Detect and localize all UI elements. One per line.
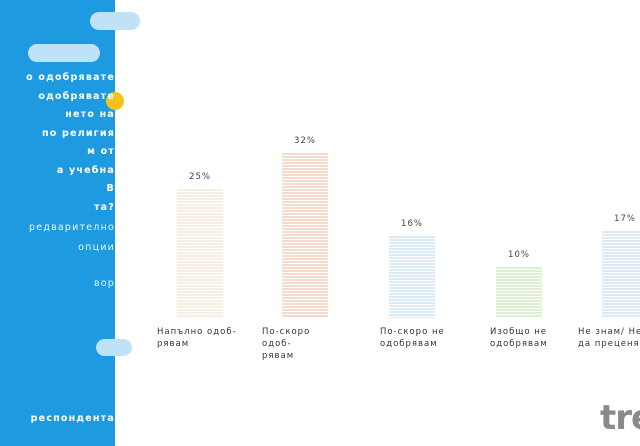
note-line: редварително <box>29 222 115 233</box>
decor-pill <box>28 44 100 62</box>
question-line: м от <box>87 146 115 157</box>
bar <box>177 188 223 318</box>
value-label: 32% <box>294 135 316 146</box>
decor-pill <box>90 12 140 30</box>
bar <box>389 234 435 318</box>
decor-dot <box>106 92 124 110</box>
decor-pill <box>96 339 132 356</box>
logo: tre <box>600 398 640 438</box>
bar <box>496 266 542 318</box>
question-line: а учебна <box>56 164 115 176</box>
note-line: опции <box>78 242 115 253</box>
question-line: по религия <box>42 127 115 139</box>
side-panel <box>0 0 115 446</box>
category-label: Не знам/ Не да преценя <box>578 327 640 349</box>
category-label: По-скоро не одобрявам <box>380 327 445 349</box>
value-label: 16% <box>401 218 423 229</box>
value-label: 25% <box>189 172 211 183</box>
category-label: Изобщо не одобрявам <box>490 327 548 349</box>
question-line: о одобрявате <box>26 72 115 83</box>
value-label: 10% <box>508 250 530 261</box>
note-line: вор <box>93 278 115 289</box>
bar <box>602 229 640 318</box>
category-label: Напълно одоб- рявам <box>157 327 237 349</box>
question-line: одобрявате <box>38 90 115 102</box>
value-label: 17% <box>614 213 636 224</box>
question-line: нето на <box>65 109 115 120</box>
footer-text: респондента <box>30 413 115 424</box>
category-label: По-скоро одоб- рявам <box>262 327 311 361</box>
question-line: В <box>106 183 115 194</box>
bar <box>282 151 328 318</box>
question-line: та? <box>93 201 115 213</box>
